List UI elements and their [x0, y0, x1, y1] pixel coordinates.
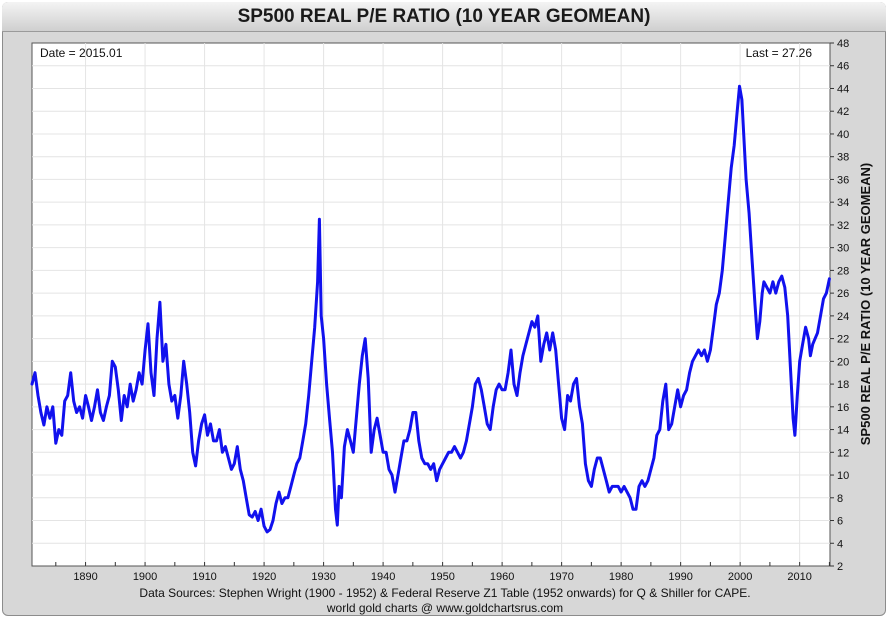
- x-tick-label: 1990: [668, 571, 692, 583]
- x-tick-label: 1950: [430, 571, 454, 583]
- chart-title: SP500 REAL P/E RATIO (10 YEAR GEOMEAN): [2, 2, 886, 32]
- y-tick-label: 24: [837, 311, 849, 323]
- plot-area: [31, 42, 831, 567]
- data-sources-note: Data Sources: Stephen Wright (1900 - 195…: [139, 586, 751, 600]
- y-tick-label: 44: [837, 83, 849, 95]
- y-tick-label: 6: [837, 516, 843, 528]
- x-tick-label: 1960: [490, 571, 514, 583]
- x-tick-label: 1900: [133, 571, 157, 583]
- x-tick-label: 1920: [252, 571, 276, 583]
- x-tick-label: 2010: [787, 571, 811, 583]
- date-label: Date = 2015.01: [40, 46, 123, 60]
- x-tick-label: 1910: [192, 571, 216, 583]
- x-tick-label: 1980: [609, 571, 633, 583]
- x-axis-ticks: 1890 1900 1910 1920 1930 1940 1950 1960 1970 1980…: [55, 562, 830, 583]
- y-tick-label: 2: [837, 561, 843, 573]
- pe-ratio-line: [30, 84, 831, 534]
- y-tick-label: 40: [837, 129, 849, 141]
- y-tick-label: 20: [837, 356, 849, 368]
- y-tick-label: 34: [837, 197, 849, 209]
- y-tick-label: 12: [837, 447, 849, 459]
- credit-note: world gold charts @ www.goldchartsrus.co…: [326, 601, 564, 615]
- y-tick-label: 28: [837, 265, 849, 277]
- x-tick-label: 1970: [549, 571, 573, 583]
- x-tick-label: 2000: [728, 571, 752, 583]
- y-tick-label: 8: [837, 493, 843, 505]
- x-tick-label: 1890: [73, 571, 97, 583]
- x-tick-label: 1930: [311, 571, 335, 583]
- y-tick-label: 10: [837, 470, 849, 482]
- x-tick-label: 1940: [371, 571, 395, 583]
- y-tick-label: 16: [837, 402, 849, 414]
- series-group: [30, 84, 831, 534]
- y-tick-label: 32: [837, 220, 849, 232]
- y-tick-label: 18: [837, 379, 849, 391]
- grid-lines: [32, 43, 830, 566]
- y-tick-label: 4: [837, 538, 843, 550]
- y-tick-label: 26: [837, 288, 849, 300]
- y-tick-label: 42: [837, 106, 849, 118]
- y-tick-label: 14: [837, 425, 849, 437]
- y-tick-label: 38: [837, 152, 849, 164]
- y-tick-label: 46: [837, 61, 849, 73]
- y-tick-label: 22: [837, 334, 849, 346]
- y-tick-label: 48: [837, 38, 849, 50]
- y-tick-label: 36: [837, 174, 849, 186]
- last-value-label: Last = 27.26: [746, 46, 813, 60]
- y-tick-label: 30: [837, 243, 849, 255]
- y-axis-title: SP500 REAL P/E RATIO (10 YEAR GEOMEAN): [858, 163, 873, 445]
- y-axis-ticks: 2468101214161820222426283032343638404244…: [830, 38, 849, 573]
